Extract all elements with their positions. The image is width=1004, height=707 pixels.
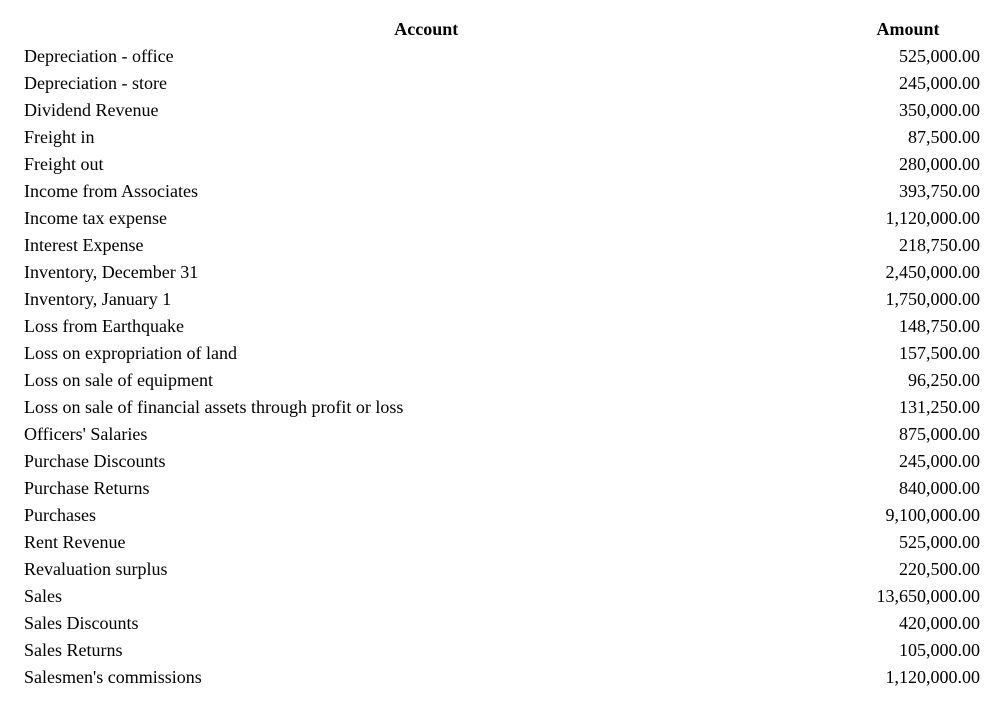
amount-cell: 525,000.00 [877,43,981,70]
account-cell: Dividend Revenue [24,97,829,124]
account-cell: Purchase Returns [24,475,829,502]
amount-cell: 9,100,000.00 [877,502,981,529]
account-cell: Sales Discounts [24,610,829,637]
account-cell: Depreciation - office [24,43,829,70]
amount-cell: 245,000.00 [877,70,981,97]
account-cell: Freight in [24,124,829,151]
account-cell: Rent Revenue [24,529,829,556]
account-cell: Inventory, January 1 [24,286,829,313]
amount-cell: 1,120,000.00 [877,664,981,691]
account-cell: Loss on expropriation of land [24,340,829,367]
amount-cell: 157,500.00 [877,340,981,367]
account-cell: Revaluation surplus [24,556,829,583]
account-cell: Loss on sale of financial assets through… [24,394,829,421]
account-cell: Purchase Discounts [24,448,829,475]
account-cell: Loss on sale of equipment [24,367,829,394]
amount-cell: 148,750.00 [877,313,981,340]
amount-cell: 131,250.00 [877,394,981,421]
account-cell: Income from Associates [24,178,829,205]
account-cell: Inventory, December 31 [24,259,829,286]
amount-cell: 220,500.00 [877,556,981,583]
account-cell: Interest Expense [24,232,829,259]
column-header-amount: Amount [877,16,981,43]
account-cell: Sales Returns [24,637,829,664]
account-cell: Freight out [24,151,829,178]
amount-cell: 393,750.00 [877,178,981,205]
account-cell: Officers' Salaries [24,421,829,448]
amount-cell: 525,000.00 [877,529,981,556]
account-cell: Salesmen's commissions [24,664,829,691]
amount-cell: 875,000.00 [877,421,981,448]
account-cell: Depreciation - store [24,70,829,97]
ledger-table: Account Amount Depreciation - office 525… [24,16,980,691]
account-cell: Loss from Earthquake [24,313,829,340]
amount-cell: 420,000.00 [877,610,981,637]
account-cell: Purchases [24,502,829,529]
amount-cell: 840,000.00 [877,475,981,502]
amount-cell: 96,250.00 [877,367,981,394]
column-header-account: Account [24,16,829,43]
amount-cell: 280,000.00 [877,151,981,178]
amount-cell: 105,000.00 [877,637,981,664]
amount-cell: 245,000.00 [877,448,981,475]
amount-cell: 87,500.00 [877,124,981,151]
amount-cell: 218,750.00 [877,232,981,259]
amount-cell: 13,650,000.00 [877,583,981,610]
account-cell: Sales [24,583,829,610]
amount-cell: 2,450,000.00 [877,259,981,286]
amount-cell: 350,000.00 [877,97,981,124]
amount-cell: 1,120,000.00 [877,205,981,232]
account-cell: Income tax expense [24,205,829,232]
amount-cell: 1,750,000.00 [877,286,981,313]
